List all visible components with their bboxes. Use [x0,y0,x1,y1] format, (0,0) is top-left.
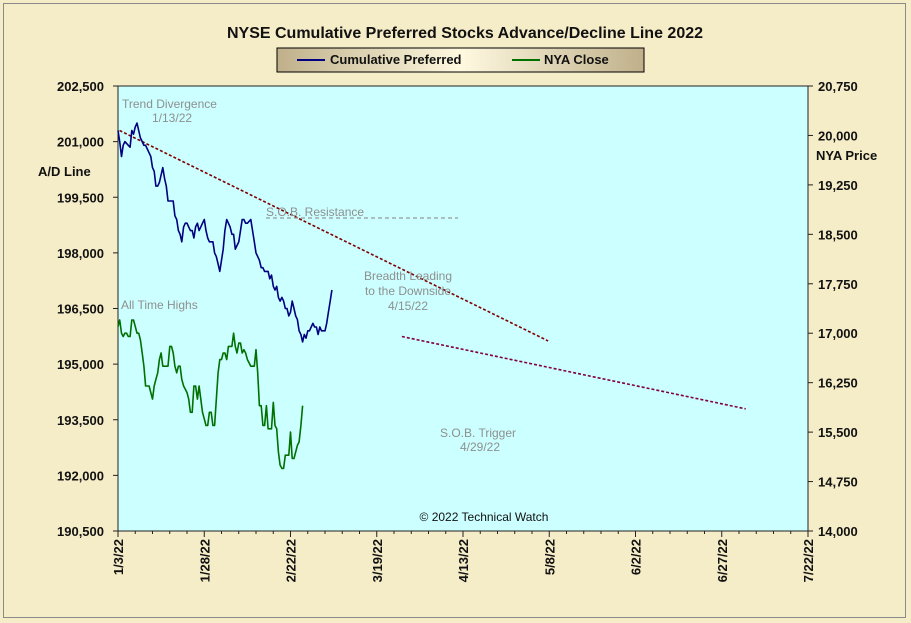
plot-area [117,85,809,532]
annotation-sob-trigger-line2: 4/29/22 [460,440,500,454]
y-right-tick-label: 19,250 [818,178,858,193]
annotation-breadth-leading: Breadth Leading to the Downside 4/15/22 [364,269,452,313]
series-line-nya-close [117,319,304,470]
y-right-tick-label: 17,000 [818,326,858,341]
y-left-tick-label: 193,500 [57,413,104,428]
annotation-trend-divergence-line1: Trend Divergence [122,97,217,111]
x-tick-label: 7/22/22 [801,539,816,582]
y-left-tick-label: 201,000 [57,135,104,150]
annotation-sob-resistance: S.O.B. Resistance [266,205,364,219]
y-left-tick-label: 196,500 [57,302,104,317]
series-line-cumulative-preferred [117,122,333,343]
legend-label-nya-close: NYA Close [544,52,609,67]
y-right-tick-label: 20,750 [818,79,858,94]
annotation-sob-trigger-line1: S.O.B. Trigger [440,426,516,440]
legend: Cumulative Preferred NYA Close [276,47,645,73]
y-right-tick-label: 15,500 [818,425,858,440]
y-left-tick-label: 192,000 [57,468,104,483]
series-layer [117,122,333,470]
y-right-tick-label: 14,750 [818,475,858,490]
annotation-trend-divergence-line2: 1/13/22 [152,111,192,125]
x-tick-label: 1/28/22 [197,539,212,582]
y-left-tick-label: 198,000 [57,246,104,261]
x-tick-label: 5/8/22 [542,539,557,575]
annotation-breadth-leading-line3: 4/15/22 [388,299,428,313]
y-axis-right-title: NYA Price [816,148,877,163]
y-left-tick-label: 190,500 [57,524,104,539]
annotation-trend-divergence: Trend Divergence 1/13/22 [122,97,217,125]
x-tick-label: 1/3/22 [111,539,126,575]
y-right-tick-label: 17,750 [818,277,858,292]
x-tick-label: 2/22/22 [284,539,299,582]
annotation-sob-trigger: S.O.B. Trigger 4/29/22 [440,426,516,454]
y-right-tick-label: 18,500 [818,227,858,242]
chart-title: NYSE Cumulative Preferred Stocks Advance… [227,25,703,42]
x-axis: 1/3/22 1/28/22 2/22/22 3/19/22 4/13/22 5/8/22… [111,531,816,582]
y-left-tick-label: 202,500 [57,79,104,94]
upper-resistance-trendline [119,129,549,342]
chart-svg: NYSE Cumulative Preferred Stocks Advance… [38,25,877,582]
y-left-tick-label: 199,500 [57,190,104,205]
legend-box [276,47,645,73]
y-axis-left-title: A/D Line [38,164,91,179]
lower-resistance-trendline [401,335,746,410]
x-tick-label: 3/19/22 [370,539,385,582]
x-tick-label: 6/2/22 [629,539,644,575]
annotation-breadth-leading-line1: Breadth Leading [364,269,452,283]
x-tick-label: 4/13/22 [456,539,471,582]
legend-label-cumulative-preferred: Cumulative Preferred [330,52,462,67]
annotation-breadth-leading-line2: to the Downside [365,284,451,298]
y-axis-left: 202,500 201,000 199,500 198,000 196,500 195,0… [57,79,118,539]
copyright-notice: © 2022 Technical Watch [420,510,549,524]
y-right-tick-label: 14,000 [818,524,858,539]
chart-frame: NYSE Cumulative Preferred Stocks Advance… [3,3,906,618]
y-right-tick-label: 20,000 [818,128,858,143]
x-tick-label: 6/27/22 [715,539,730,582]
trendlines [119,129,746,410]
y-left-tick-label: 195,000 [57,357,104,372]
y-right-tick-label: 16,250 [818,376,858,391]
y-axis-right: 20,750 20,000 19,250 18,500 17,750 17,000 16,2… [808,79,858,539]
annotation-all-time-highs: All Time Highs [121,298,198,312]
